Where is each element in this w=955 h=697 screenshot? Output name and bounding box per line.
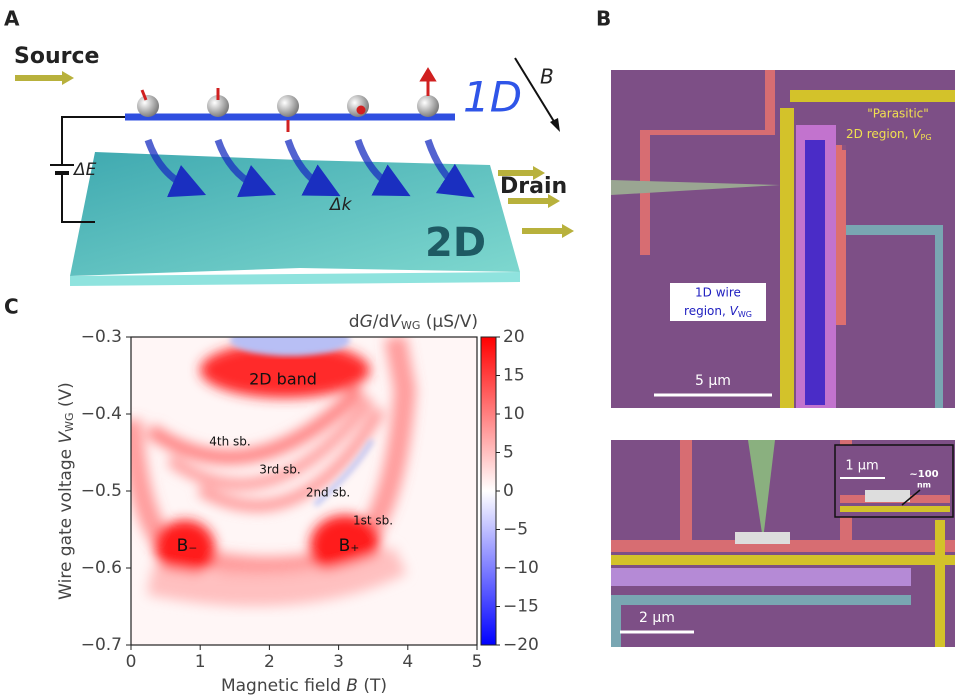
field-label: B [540, 65, 554, 89]
annotation: 3rd sb. [259, 463, 300, 477]
text: WG [738, 310, 752, 319]
x-tick-label: 5 [472, 652, 483, 672]
text: (T) [358, 676, 387, 696]
label-1d: 1D [463, 73, 522, 122]
text: Magnetic field [221, 676, 346, 696]
annotation: 4th sb. [209, 435, 250, 449]
text: (μS/V) [420, 312, 478, 332]
annotation: 1st sb. [353, 514, 393, 528]
parasitic-label: "Parasitic" [867, 107, 929, 121]
colorbar-tick-label: −15 [503, 597, 539, 617]
text: 2D region, [846, 127, 912, 141]
text: G [360, 312, 373, 332]
label-2d: 2D [425, 220, 486, 266]
scale-label: 5 μm [695, 373, 731, 389]
x-tick-label: 1 [195, 652, 206, 672]
x-tick-label: 0 [126, 652, 137, 672]
scale-label: 1 μm [845, 459, 878, 474]
annotation: 2D band [249, 370, 317, 389]
x-tick-label: 3 [333, 652, 344, 672]
x-axis-label: Magnetic field B (T) [221, 676, 387, 696]
sem-image-top: "Parasitic" 2D region, VPG 1D wire regio… [611, 70, 955, 408]
y-tick-label: −0.4 [81, 404, 122, 424]
annotation: 2nd sb. [306, 486, 350, 500]
scale-label: nm [917, 481, 931, 490]
y-tick-label: −0.7 [81, 635, 122, 655]
sem-image-bottom: 1 μm ~100 nm 2 μm [611, 440, 955, 647]
x-tick-label: 2 [264, 652, 275, 672]
y-tick-label: −0.3 [81, 327, 122, 347]
colorbar-tick-label: −20 [503, 635, 539, 655]
delta-k: Δk [328, 195, 353, 215]
colorbar-tick-label: −5 [503, 520, 528, 540]
colorbar-tick-label: 20 [503, 327, 525, 347]
scale-label: ~100 [909, 469, 938, 480]
y-tick-label: −0.5 [81, 481, 122, 501]
text: (V) [56, 382, 76, 412]
text: PG [921, 133, 932, 142]
delta-e: ΔE [72, 160, 97, 180]
field-arrow-head [550, 118, 560, 132]
colorbar-label: dG/dVWG (μS/V) [349, 312, 478, 332]
slab-edge [70, 272, 520, 286]
parasitic-label: 2D region, VPG [846, 127, 932, 142]
colorbar-tick-label: −10 [503, 558, 539, 578]
y-tick-label: −0.6 [81, 558, 122, 578]
figure: A B C ΔE Δk 1D 2D [0, 0, 955, 697]
y-axis-label: Wire gate voltage VWG (V) [56, 382, 76, 600]
annotation: B₊ [339, 536, 360, 556]
x-tick-label: 4 [402, 652, 413, 672]
text: WG [63, 412, 76, 431]
text: d [349, 312, 360, 332]
scale-label: 2 μm [639, 610, 675, 626]
annotation: B₋ [177, 536, 198, 556]
panel-label: A [4, 7, 20, 31]
colorbar-tick-label: 10 [503, 404, 525, 424]
text: /d [373, 312, 390, 332]
colorbar-tick-label: 0 [503, 481, 514, 501]
wire-label: 1D wire [695, 286, 741, 300]
panel-label: C [4, 295, 19, 319]
colorbar-tick-label: 15 [503, 366, 525, 386]
text: B [346, 676, 358, 696]
text: Wire gate voltage [56, 444, 76, 600]
panel-a: ΔE Δk 1D 2D B Source Drain [14, 44, 574, 286]
text: region, [684, 304, 730, 318]
text: WG [401, 319, 420, 332]
colorbar-tick-label: 5 [503, 443, 514, 463]
panel-label: B [596, 7, 611, 31]
colorbar [481, 337, 496, 645]
source-label: Source [14, 44, 99, 69]
